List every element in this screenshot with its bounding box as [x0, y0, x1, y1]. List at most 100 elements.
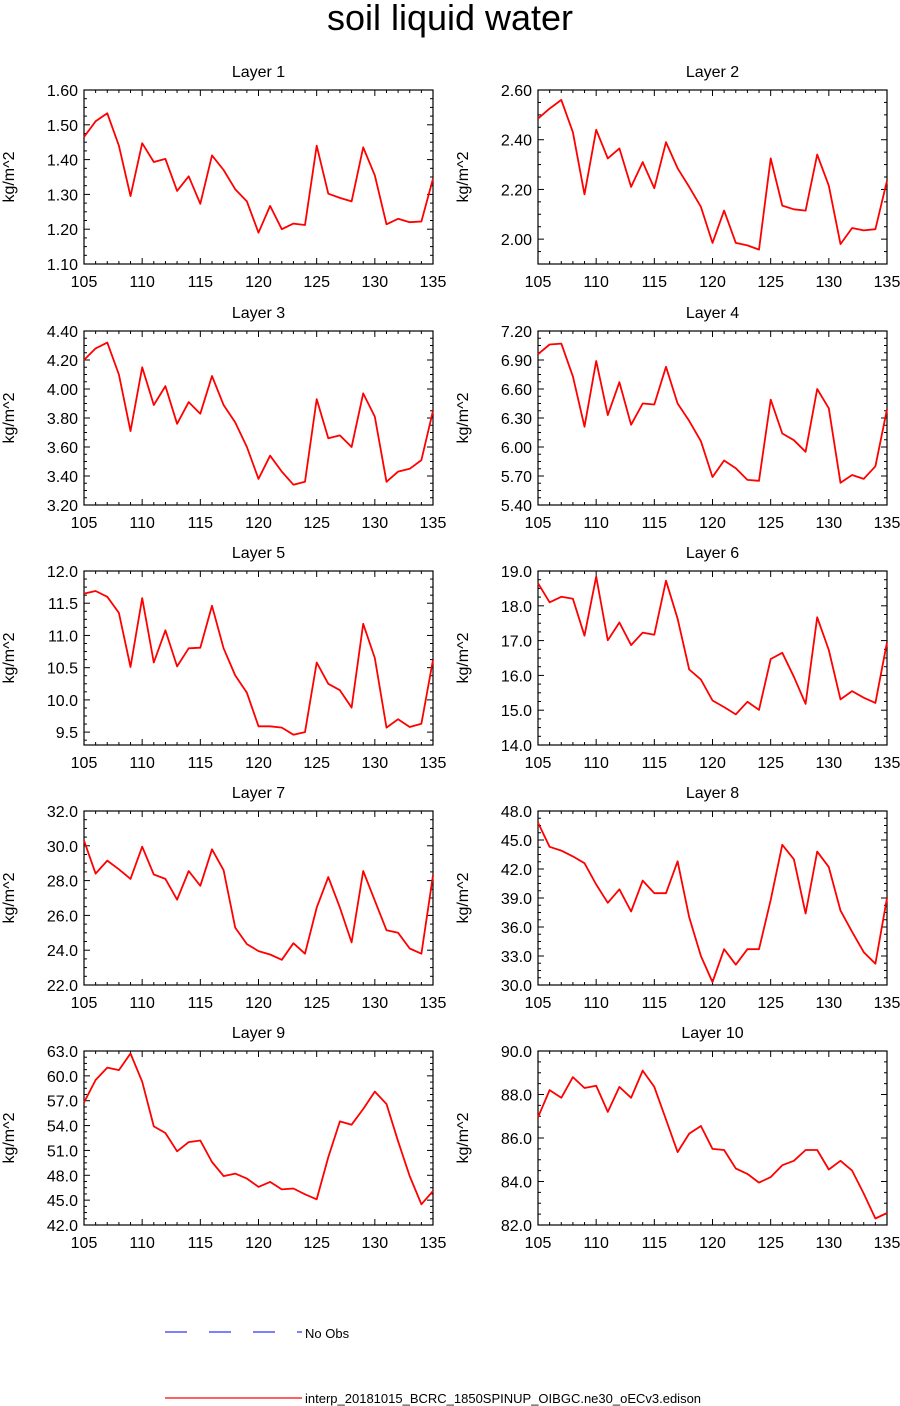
- data-point: [83, 1101, 85, 1103]
- x-tick-label: 105: [525, 515, 552, 532]
- y-tick-label: 24.0: [47, 943, 78, 960]
- data-point: [607, 639, 609, 641]
- data-point: [711, 981, 713, 983]
- data-point: [199, 885, 201, 887]
- y-tick-label: 2.20: [501, 182, 532, 199]
- x-tick-label: 120: [699, 515, 726, 532]
- data-point: [362, 146, 364, 148]
- data-point: [118, 1069, 120, 1071]
- x-tick-label: 115: [642, 1235, 668, 1252]
- data-point: [269, 1181, 271, 1183]
- data-point: [886, 641, 888, 643]
- x-tick-label: 120: [245, 515, 272, 532]
- data-point: [397, 718, 399, 720]
- y-tick-label: 18.0: [501, 599, 532, 616]
- data-point: [839, 482, 841, 484]
- data-point: [350, 706, 352, 708]
- data-point: [129, 666, 131, 668]
- x-tick-label: 135: [420, 274, 447, 291]
- data-point: [315, 661, 317, 663]
- data-point: [257, 231, 259, 233]
- data-point: [420, 459, 422, 461]
- data-point: [653, 1086, 655, 1088]
- x-tick-label: 135: [420, 995, 447, 1012]
- data-point: [886, 897, 888, 899]
- y-tick-label: 11.0: [48, 628, 78, 645]
- x-tick-label: 125: [757, 1235, 784, 1252]
- y-tick-label: 86.0: [501, 1131, 532, 1148]
- y-tick-label: 4.40: [47, 324, 78, 341]
- data-point: [199, 203, 201, 205]
- data-point: [828, 1168, 830, 1170]
- y-tick-label: 12.0: [47, 564, 78, 581]
- data-point: [304, 481, 306, 483]
- data-point: [304, 1193, 306, 1195]
- x-tick-label: 110: [583, 515, 609, 532]
- y-tick-label: 60.0: [47, 1069, 78, 1086]
- data-point: [164, 878, 166, 880]
- y-tick-label: 6.60: [501, 382, 532, 399]
- data-point: [548, 601, 550, 603]
- data-point: [327, 1156, 329, 1158]
- chart-title: Layer 1: [232, 64, 285, 81]
- data-point: [315, 906, 317, 908]
- data-point: [618, 621, 620, 623]
- data-point: [350, 1124, 352, 1126]
- data-point: [711, 699, 713, 701]
- chart-panel: Layer 10 kg/m^2 105 110 115 120 125 130 135 82.0 8…: [455, 1025, 900, 1252]
- data-point: [420, 220, 422, 222]
- y-tick-label: 32.0: [47, 804, 78, 821]
- data-point: [385, 1103, 387, 1105]
- data-point: [339, 906, 341, 908]
- data-point: [781, 1164, 783, 1166]
- x-tick-label: 130: [361, 515, 388, 532]
- data-point: [851, 474, 853, 476]
- data-point: [676, 1151, 678, 1153]
- data-point: [560, 596, 562, 598]
- data-point: [700, 955, 702, 957]
- y-axis-label: kg/m^2: [1, 872, 18, 923]
- chart-title: Layer 6: [686, 545, 739, 562]
- x-tick-label: 130: [361, 995, 388, 1012]
- x-tick-label: 125: [303, 755, 330, 772]
- data-point: [385, 223, 387, 225]
- plot-frame: [83, 1050, 434, 1226]
- data-point: [735, 713, 737, 715]
- x-tick-label: 135: [420, 1235, 447, 1252]
- x-tick-label: 135: [420, 755, 447, 772]
- x-tick-label: 125: [757, 274, 784, 291]
- data-point: [234, 1172, 236, 1174]
- data-point: [816, 1149, 818, 1151]
- data-point: [700, 206, 702, 208]
- series-line: [537, 575, 888, 716]
- x-tick-label: 110: [129, 1235, 155, 1252]
- plot-frame: [537, 89, 888, 265]
- data-point: [327, 876, 329, 878]
- data-point: [781, 204, 783, 206]
- data-point: [176, 190, 178, 192]
- x-tick-label: 115: [642, 755, 668, 772]
- x-tick-label: 110: [583, 274, 609, 291]
- y-tick-label: 3.20: [47, 498, 78, 515]
- plot-frame: [537, 570, 888, 746]
- data-point: [863, 696, 865, 698]
- data-point: [292, 942, 294, 944]
- data-point: [141, 597, 143, 599]
- data-point: [234, 188, 236, 190]
- data-point: [106, 596, 108, 598]
- data-point: [222, 647, 224, 649]
- data-point: [537, 821, 539, 823]
- data-point: [188, 870, 190, 872]
- y-tick-label: 54.0: [47, 1119, 78, 1136]
- data-point: [350, 446, 352, 448]
- data-point: [153, 873, 155, 875]
- y-tick-label: 1.50: [47, 118, 78, 135]
- data-point: [642, 402, 644, 404]
- data-point: [315, 1198, 317, 1200]
- data-point: [129, 430, 131, 432]
- chart-panel: Layer 4 kg/m^2 105 110 115 120 125 130 135 5.40 5.…: [455, 305, 900, 532]
- y-tick-label: 2.00: [501, 232, 532, 249]
- data-point: [816, 388, 818, 390]
- data-point: [409, 468, 411, 470]
- y-tick-label: 57.0: [47, 1094, 78, 1111]
